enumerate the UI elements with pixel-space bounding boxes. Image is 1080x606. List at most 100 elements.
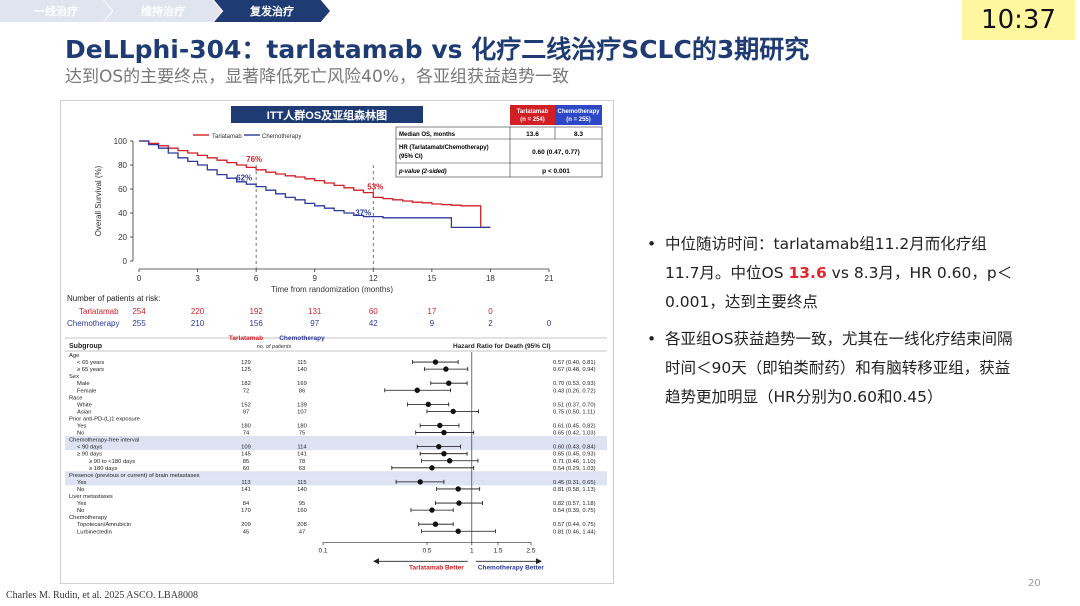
- clock: 10:37: [962, 0, 1075, 40]
- km-label-c12: 37%: [355, 209, 371, 218]
- breadcrumb-label: 复发治疗: [250, 5, 294, 18]
- forest-n-chemotherapy: 95: [299, 501, 305, 507]
- km-x-tick-label: 3: [195, 274, 200, 283]
- forest-subgroup-header: Chemotherapy: [69, 515, 107, 521]
- forest-n-tarlatamab: 60: [243, 466, 249, 472]
- forest-point: [441, 451, 447, 457]
- bullet-text: vs 8.3月，HR 0.60，p＜0.001，达到主要终点: [665, 264, 1013, 311]
- forest-hr-text: 0.65 (0.45, 0.93): [553, 452, 596, 458]
- forest-n-chemotherapy: 169: [297, 381, 307, 387]
- forest-n-chemotherapy: 107: [297, 409, 307, 415]
- forest-hr-text: 0.51 (0.37, 0.70): [553, 402, 596, 408]
- forest-subgroup-label: Male: [77, 381, 90, 387]
- forest-x-tick-label: 1: [470, 547, 474, 554]
- forest-subgroup-header: Prior anti-PD-(L)1 exposure: [69, 416, 140, 422]
- stats-row-label: p-value (2-sided): [398, 169, 447, 175]
- forest-col-chemotherapy: Chemotherapy: [279, 335, 325, 342]
- forest-subgroup-label: Lurbinectedin: [77, 529, 112, 535]
- forest-point: [414, 387, 420, 393]
- forest-better-tarlatamab: Tarlatamab Better: [409, 564, 464, 571]
- risk-count: 156: [249, 319, 263, 328]
- forest-point: [446, 458, 453, 464]
- forest-subgroup-header: Age: [69, 353, 79, 359]
- breadcrumb-relapse[interactable]: 复发治疗: [214, 0, 330, 22]
- forest-n-chemotherapy: 208: [297, 522, 307, 528]
- forest-hr-text: 0.43 (0.26, 0.72): [553, 388, 596, 394]
- bullet-highlight: 13.6: [788, 264, 827, 282]
- forest-subgroup-header: Presence (previous or current) of brain …: [69, 473, 200, 479]
- forest-col-subgroup: Subgroup: [69, 343, 102, 350]
- forest-col-np: no. of patients: [257, 344, 292, 350]
- forest-n-tarlatamab: 125: [241, 367, 251, 373]
- km-x-label: Time from randomization (months): [271, 285, 393, 294]
- forest-n-chemotherapy: 115: [297, 360, 306, 366]
- forest-n-tarlatamab: 109: [241, 445, 251, 451]
- bullet-item-subgroup: 各亚组OS获益趋势一致，尤其在一线化疗结束间隔时间＜90天（即铂类耐药）和有脑转…: [645, 325, 1015, 412]
- stats-median-t: 13.6: [526, 131, 539, 138]
- forest-col-tarlatamab: Tarlatamab: [229, 335, 263, 342]
- forest-n-tarlatamab: 182: [241, 381, 251, 387]
- forest-subgroup-header: Liver metastases: [69, 494, 113, 500]
- km-y-tick-label: 20: [118, 233, 127, 242]
- forest-n-tarlatamab: 180: [241, 424, 251, 430]
- km-legend-label: Tarlatamab: [212, 134, 242, 140]
- forest-n-chemotherapy: 140: [297, 367, 307, 373]
- forest-point: [456, 500, 462, 506]
- km-legend-label: Chemotherapy: [262, 134, 301, 140]
- forest-subgroup-label: Topotecan/Amrubicin: [77, 522, 131, 528]
- forest-subgroup-label: < 90 days: [77, 445, 102, 451]
- forest-subgroup-label: Asian: [77, 409, 92, 415]
- forest-plot: Tarlatamab Chemotherapy no. of patients Sub…: [65, 335, 607, 571]
- forest-x-tick-label: 0.5: [422, 547, 431, 554]
- risk-arm-label: Chemotherapy: [67, 319, 119, 328]
- risk-count: 17: [427, 307, 436, 316]
- forest-hr-text: 0.82 (0.57, 1.18): [553, 501, 596, 507]
- risk-count: 220: [191, 307, 205, 316]
- forest-hr-text: 0.54 (0.29, 1.03): [553, 466, 596, 472]
- forest-hr-text: 0.71 (0.46, 1.10): [553, 459, 596, 465]
- forest-subgroup-label: No: [77, 508, 84, 514]
- km-label-t12: 53%: [367, 182, 383, 191]
- page-title: DeLLphi-304：tarlatamab vs 化疗二线治疗SCLC的3期研…: [65, 35, 810, 64]
- forest-hr-text: 0.70 (0.53, 0.93): [553, 381, 596, 387]
- forest-x-tick-label: 2.5: [526, 547, 535, 554]
- breadcrumb-first-line[interactable]: 一线治疗: [0, 0, 112, 22]
- forest-n-tarlatamab: 113: [241, 480, 250, 486]
- forest-subgroup-header: Sex: [69, 374, 79, 380]
- forest-n-tarlatamab: 170: [241, 508, 251, 514]
- forest-point: [417, 479, 423, 485]
- km-y-label: Overall Survival (%): [94, 165, 103, 236]
- forest-n-chemotherapy: 180: [297, 424, 307, 430]
- forest-point: [429, 465, 435, 471]
- forest-x-tick-label: 1.5: [493, 547, 502, 554]
- forest-n-chemotherapy: 160: [297, 508, 307, 514]
- stats-hr-value: 0.60 (0.47, 0.77): [532, 149, 580, 156]
- breadcrumb-label: 维持治疗: [141, 5, 185, 18]
- forest-subgroup-header: Race: [69, 395, 83, 401]
- bullet-list: 中位随访时间：tarlatamab组11.2月而化疗组11.7月。中位OS 13…: [645, 230, 1015, 420]
- forest-subgroup-label: No: [77, 487, 84, 493]
- risk-count: 192: [249, 307, 263, 316]
- risk-count: 131: [308, 307, 322, 316]
- forest-row-shade: [65, 471, 607, 479]
- forest-subgroup-header: Chemotherapy-free interval: [69, 438, 139, 444]
- km-y-tick-label: 0: [123, 257, 128, 266]
- km-y-tick-label: 60: [118, 185, 127, 194]
- risk-count: 0: [488, 307, 493, 316]
- forest-n-chemotherapy: 114: [297, 445, 307, 451]
- forest-point: [432, 359, 439, 365]
- forest-subgroup-label: < 65 years: [77, 360, 104, 366]
- breadcrumb-maintenance[interactable]: 维持治疗: [104, 0, 222, 22]
- forest-point: [436, 443, 442, 450]
- forest-subgroup-label: White: [77, 402, 92, 408]
- forest-point: [446, 380, 452, 386]
- figure-header-bg: [231, 106, 423, 123]
- risk-count: 60: [369, 307, 378, 316]
- forest-point: [432, 521, 439, 527]
- forest-x-tick-label: 0.1: [318, 547, 327, 554]
- stats-header-tarlatamab: Tarlatamab: [517, 109, 549, 115]
- km-y-tick-label: 100: [114, 137, 128, 146]
- forest-n-tarlatamab: 84: [243, 501, 250, 507]
- risk-count: 9: [430, 319, 435, 328]
- forest-hr-text: 0.45 (0.31, 0.65): [553, 480, 596, 486]
